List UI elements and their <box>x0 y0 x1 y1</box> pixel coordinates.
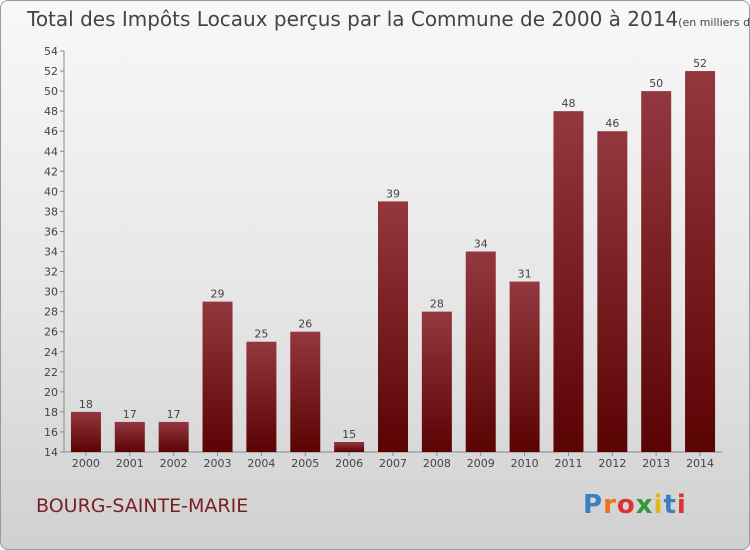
bar <box>290 331 321 452</box>
x-tick-label: 2010 <box>511 457 539 470</box>
bar-value-label: 17 <box>123 408 137 421</box>
y-tick-label: 24 <box>44 346 58 359</box>
logo-letter: P <box>583 490 604 520</box>
bar <box>597 131 628 452</box>
bar <box>641 91 672 452</box>
bar-value-label: 28 <box>430 298 444 311</box>
x-tick-label: 2008 <box>423 457 451 470</box>
x-tick-label: 2006 <box>335 457 363 470</box>
bar-value-label: 25 <box>254 328 268 341</box>
bar-value-label: 15 <box>342 428 356 441</box>
bar <box>334 441 365 452</box>
x-tick-label: 2001 <box>116 457 144 470</box>
y-tick-label: 18 <box>44 406 58 419</box>
logo-letter: i <box>676 490 687 520</box>
y-tick-label: 38 <box>44 205 58 218</box>
x-tick-label: 2014 <box>686 457 714 470</box>
bar <box>246 341 277 452</box>
x-tick-label: 2012 <box>598 457 626 470</box>
bar-value-label: 29 <box>211 288 225 301</box>
x-tick-label: 2011 <box>554 457 582 470</box>
bar <box>114 421 145 452</box>
y-tick-label: 42 <box>44 165 58 178</box>
x-tick-label: 2007 <box>379 457 407 470</box>
bar <box>465 251 496 452</box>
bar-value-label: 48 <box>561 97 575 110</box>
x-tick-label: 2005 <box>291 457 319 470</box>
bar-value-label: 39 <box>386 187 400 200</box>
logo-letter: t <box>663 490 677 520</box>
bar-value-label: 46 <box>605 117 619 130</box>
y-tick-label: 34 <box>44 246 58 259</box>
y-tick-label: 52 <box>44 65 58 78</box>
y-tick-label: 50 <box>44 85 58 98</box>
logo-letter: i <box>653 490 664 520</box>
bar <box>378 201 408 452</box>
chart-title-block: Total des Impôts Locaux perçus par la Co… <box>27 7 750 31</box>
y-tick-label: 36 <box>44 225 58 238</box>
x-tick-label: 2002 <box>160 457 188 470</box>
y-tick-label: 40 <box>44 185 58 198</box>
y-tick-label: 54 <box>44 45 58 58</box>
y-tick-label: 46 <box>44 125 58 138</box>
proxiti-logo: Proxiti <box>583 490 687 520</box>
bar-value-label: 18 <box>79 398 93 411</box>
bar <box>509 281 540 452</box>
bar <box>553 111 584 453</box>
commune-name: BOURG-SAINTE-MARIE <box>36 495 249 517</box>
logo-letter: r <box>603 490 617 520</box>
y-tick-label: 26 <box>44 326 58 339</box>
y-tick-label: 30 <box>44 286 58 299</box>
y-tick-label: 16 <box>44 426 58 439</box>
bar <box>685 71 716 453</box>
y-tick-label: 44 <box>44 145 58 158</box>
y-tick-label: 22 <box>44 366 58 379</box>
bar-value-label: 26 <box>298 318 312 331</box>
y-tick-label: 14 <box>44 446 58 459</box>
logo-letter: o <box>616 490 636 520</box>
bar <box>421 311 452 452</box>
y-tick-label: 32 <box>44 266 58 279</box>
bar-value-label: 52 <box>693 57 707 70</box>
bar <box>202 301 233 452</box>
x-tick-label: 2013 <box>642 457 670 470</box>
x-tick-label: 2009 <box>467 457 495 470</box>
y-tick-label: 48 <box>44 105 58 118</box>
chart-title: Total des Impôts Locaux perçus par la Co… <box>27 7 679 31</box>
bar-value-label: 50 <box>649 77 663 90</box>
x-tick-label: 2004 <box>247 457 275 470</box>
bar <box>70 411 101 452</box>
chart-unit-note: (en milliers d'€) <box>678 16 750 29</box>
y-tick-label: 20 <box>44 386 58 399</box>
x-tick-label: 2003 <box>204 457 232 470</box>
y-tick-label: 28 <box>44 306 58 319</box>
x-tick-label: 2000 <box>72 457 100 470</box>
bar-value-label: 34 <box>474 238 488 251</box>
bar <box>158 421 189 452</box>
bar-value-label: 17 <box>167 408 181 421</box>
bar-value-label: 31 <box>518 268 532 281</box>
logo-letter: x <box>635 490 654 520</box>
